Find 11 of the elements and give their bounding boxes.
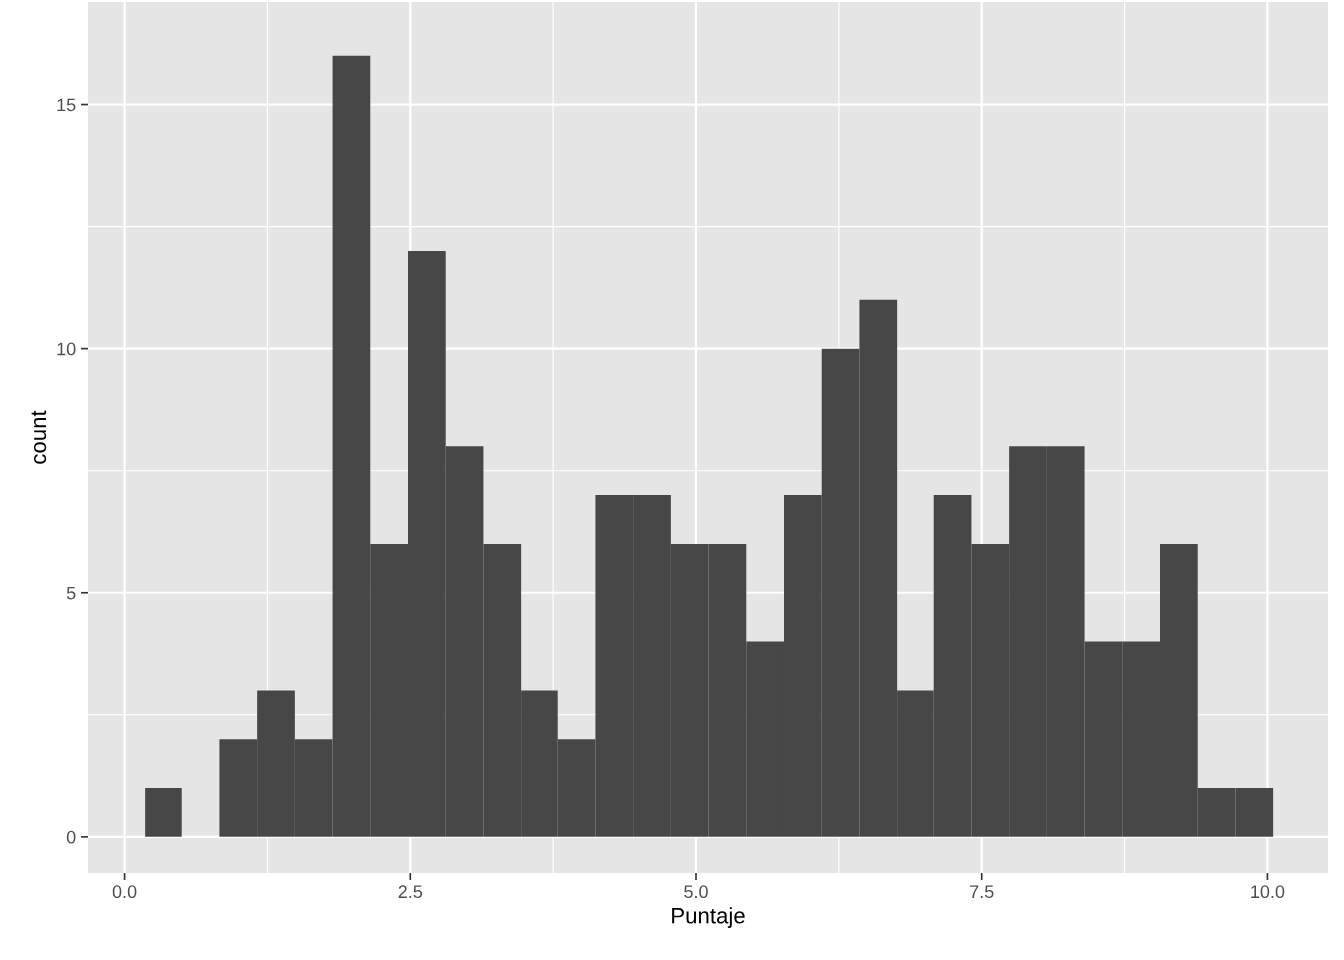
y-tick-label: 0 [66, 830, 76, 844]
x-tick-label: 10.0 [1251, 885, 1285, 899]
x-tick-label: 7.5 [970, 885, 994, 899]
x-tick-label: 5.0 [684, 885, 708, 899]
x-axis-title: Puntaje [672, 907, 745, 928]
y-tick-label: 10 [57, 342, 76, 356]
y-tick-label: 5 [66, 586, 76, 600]
x-tick-label: 0.0 [112, 885, 137, 899]
y-axis-title: count [31, 410, 47, 464]
y-tick-label: 15 [57, 98, 76, 112]
x-tick-label: 2.5 [398, 885, 423, 899]
